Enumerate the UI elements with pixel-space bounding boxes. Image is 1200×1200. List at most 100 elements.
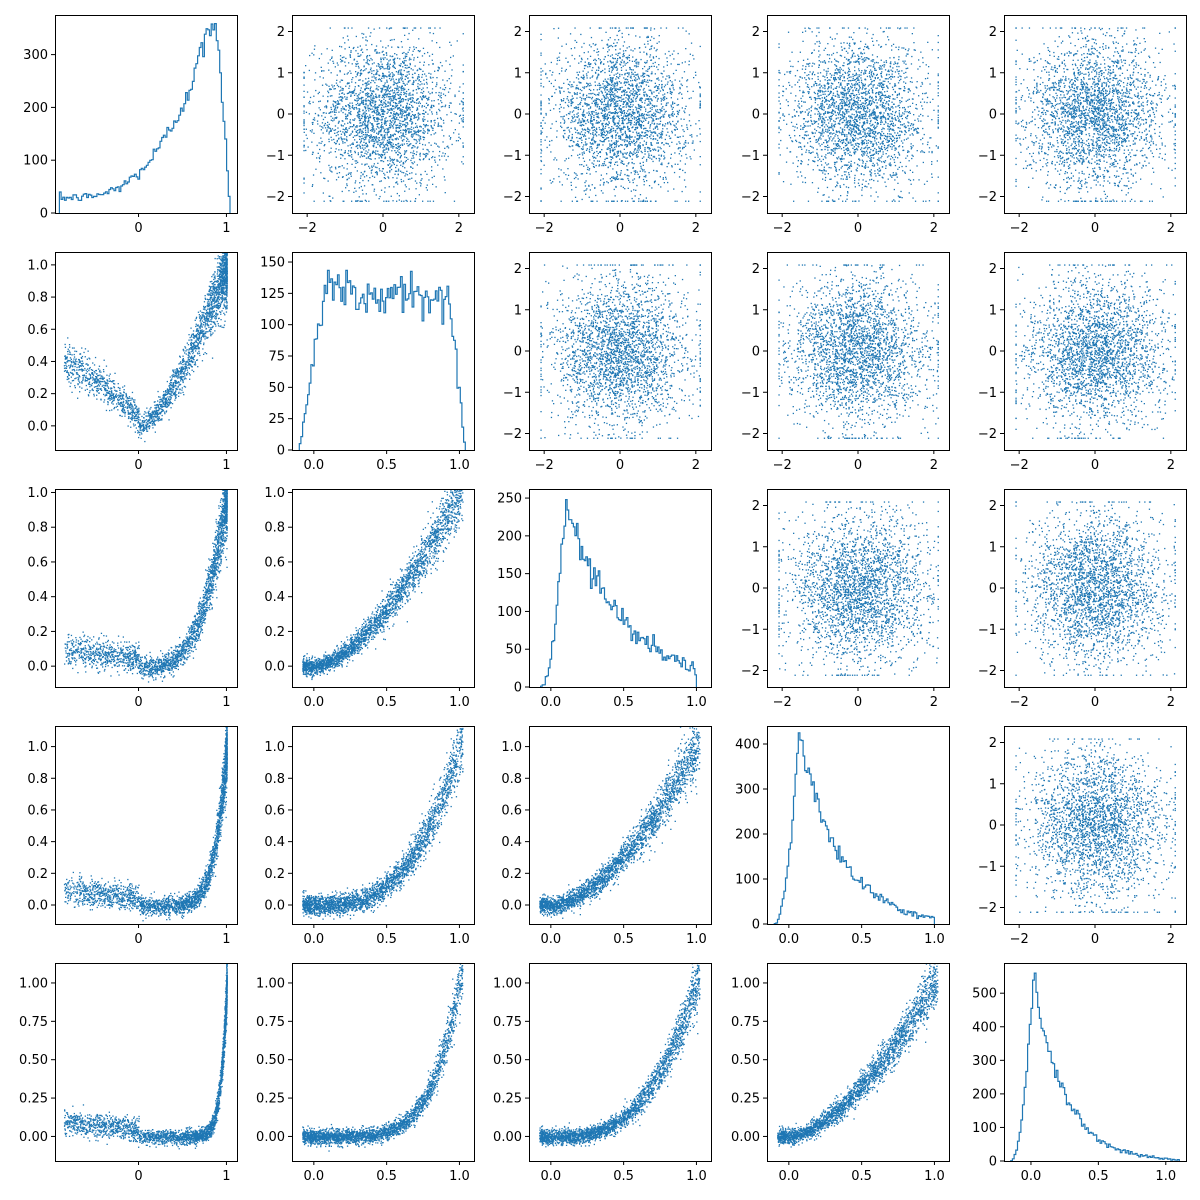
scatter-point xyxy=(623,141,626,143)
scatter-point xyxy=(367,157,369,159)
scatter-point xyxy=(676,128,678,130)
scatter-point xyxy=(553,159,555,161)
scatter-point xyxy=(385,47,387,49)
scatter-point xyxy=(416,109,418,111)
scatter-point xyxy=(387,62,389,64)
scatter-point xyxy=(408,145,410,147)
scatter-point xyxy=(438,108,440,111)
scatter-point xyxy=(449,138,451,140)
scatter-point xyxy=(382,137,384,139)
scatter-point xyxy=(358,119,361,122)
scatter-point xyxy=(696,135,698,137)
scatter-point xyxy=(407,158,409,160)
scatter-point xyxy=(462,146,464,148)
scatter-point xyxy=(303,84,305,86)
scatter-point xyxy=(631,71,633,73)
scatter-point xyxy=(312,151,314,153)
scatter-point xyxy=(591,120,593,122)
scatter-point xyxy=(346,115,349,117)
scatter-point xyxy=(393,163,395,166)
scatter-point xyxy=(381,88,383,90)
scatter-point xyxy=(640,100,642,102)
scatter-point xyxy=(646,74,648,76)
scatter-point xyxy=(615,111,617,114)
scatter-point xyxy=(311,52,313,54)
scatter-point xyxy=(380,90,382,93)
scatter-point xyxy=(636,139,638,141)
scatter-point xyxy=(603,100,605,103)
scatter-point xyxy=(668,50,670,53)
scatter-point xyxy=(366,40,368,42)
scatter-point xyxy=(683,110,685,112)
scatter-point xyxy=(367,180,370,182)
scatter-point xyxy=(421,89,423,91)
scatter-point xyxy=(363,103,365,106)
scatter-point xyxy=(371,101,373,103)
scatter-point xyxy=(570,121,572,124)
scatter-point xyxy=(617,76,619,79)
scatter-point xyxy=(612,85,614,87)
scatter-point xyxy=(389,108,391,110)
scatter-point xyxy=(617,126,619,128)
scatter-point xyxy=(439,46,441,49)
scatter-point xyxy=(574,47,576,49)
scatter-point xyxy=(641,81,644,84)
scatter-point xyxy=(437,125,439,127)
scatter-point xyxy=(423,105,426,107)
scatter-point xyxy=(381,170,383,172)
scatter-point xyxy=(603,106,605,109)
scatter-point xyxy=(607,116,610,119)
scatter-point xyxy=(309,103,311,105)
scatter-point xyxy=(363,185,366,187)
scatter-point xyxy=(397,114,399,117)
scatter-point xyxy=(328,127,330,129)
scatter-point xyxy=(654,138,656,140)
scatter-point xyxy=(408,66,411,68)
scatter-point xyxy=(540,54,542,56)
scatter-point xyxy=(596,76,599,78)
scatter-point xyxy=(381,134,383,136)
scatter-point xyxy=(420,179,422,181)
scatter-point xyxy=(550,61,552,64)
scatter-point xyxy=(612,149,615,152)
scatter-point xyxy=(651,71,653,73)
scatter-point xyxy=(654,61,656,64)
scatter-point xyxy=(663,155,665,157)
scatter-point xyxy=(376,111,378,113)
scatter-point xyxy=(684,171,686,174)
scatter-point xyxy=(627,61,629,64)
scatter-point xyxy=(616,91,618,93)
scatter-point xyxy=(588,150,590,152)
scatter-point xyxy=(345,187,347,189)
scatter-point xyxy=(609,104,612,106)
scatter-point xyxy=(428,142,430,144)
scatter-point xyxy=(631,106,633,108)
scatter-point xyxy=(583,144,585,146)
scatter-point xyxy=(410,118,412,121)
scatter-point xyxy=(606,119,608,121)
scatter-point xyxy=(412,94,414,96)
scatter-point xyxy=(397,131,400,134)
scatter-point xyxy=(431,104,433,106)
scatter-point xyxy=(364,163,366,165)
scatter-point xyxy=(646,95,648,97)
scatter-point xyxy=(396,192,398,195)
scatter-point xyxy=(403,60,406,62)
scatter-point xyxy=(638,86,640,88)
scatter-point xyxy=(334,114,336,116)
scatter-point xyxy=(643,72,645,75)
scatter-point xyxy=(540,102,542,104)
scatter-point xyxy=(323,177,325,179)
scatter-point xyxy=(624,89,626,91)
scatter-point xyxy=(628,57,630,59)
scatter-point xyxy=(419,159,421,161)
scatter-point xyxy=(364,115,366,118)
scatter-point xyxy=(614,39,616,41)
scatter-point xyxy=(397,160,399,162)
scatter-point xyxy=(326,130,328,132)
scatter-point xyxy=(350,72,352,74)
scatter-point xyxy=(388,68,390,70)
scatter-point xyxy=(368,200,370,202)
scatter-point xyxy=(610,71,613,73)
scatter-point xyxy=(356,100,358,102)
